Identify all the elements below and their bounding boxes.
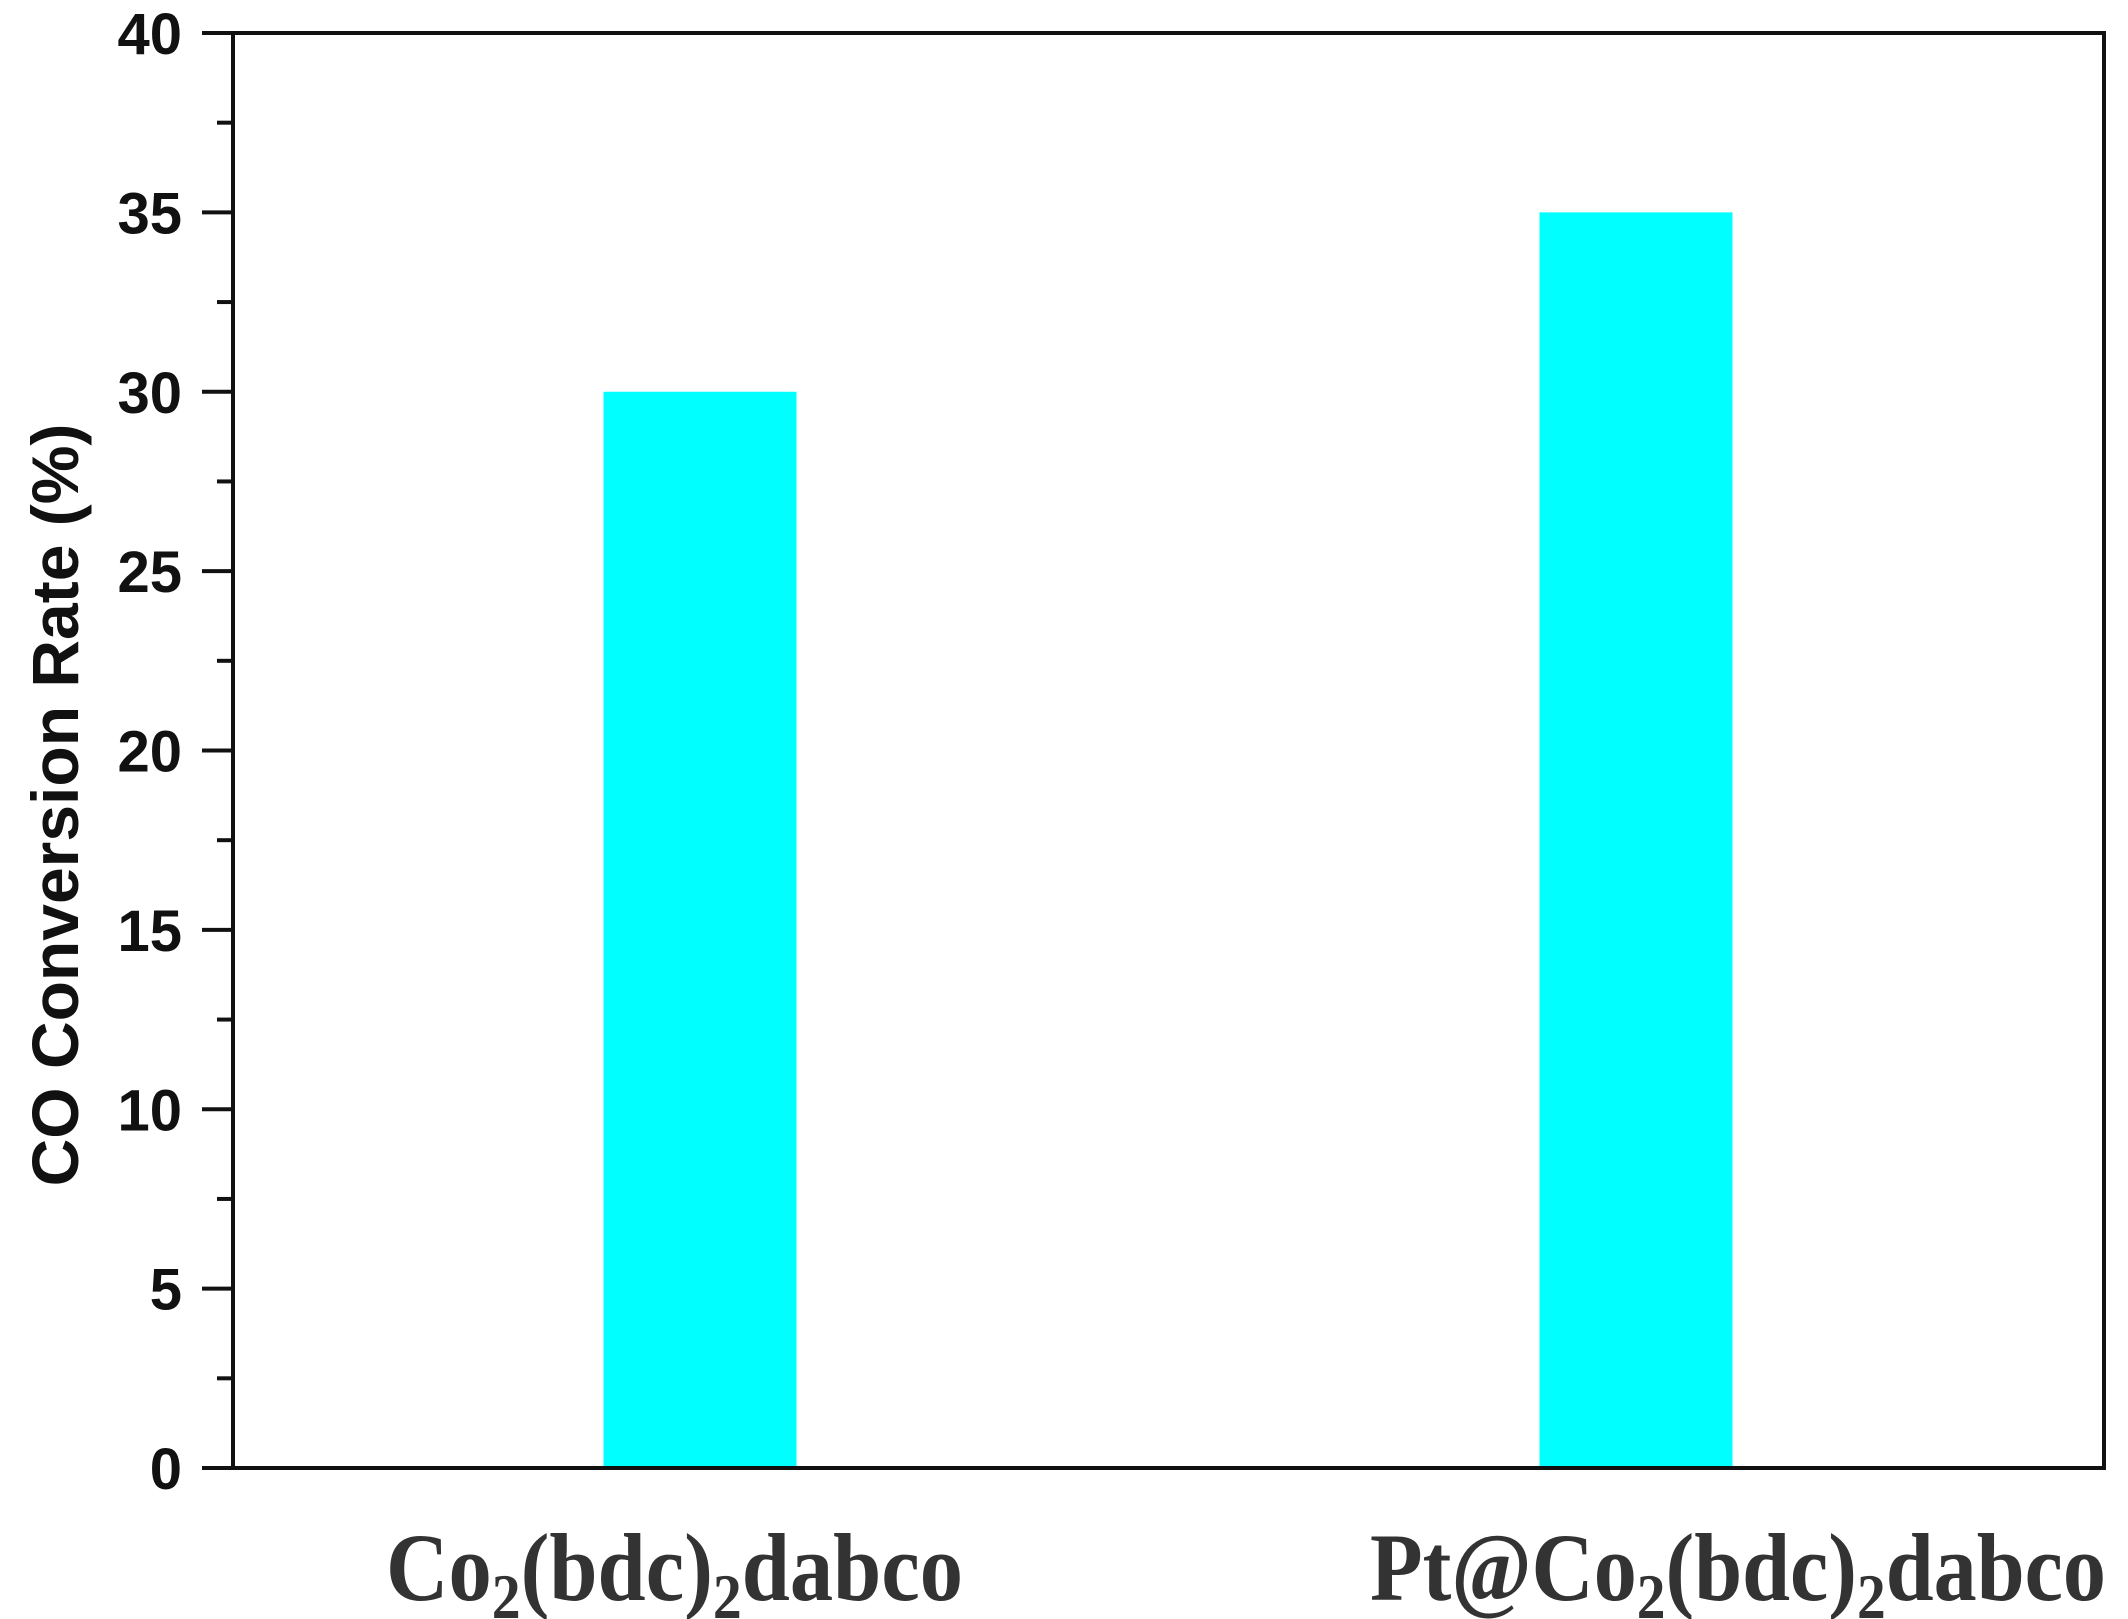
y-tick-label: 35 bbox=[117, 181, 182, 246]
y-axis-title: CO Conversion Rate (%) bbox=[18, 424, 92, 1187]
plot-frame bbox=[231, 31, 2106, 1470]
y-tick-label: 20 bbox=[117, 720, 182, 785]
bar-1 bbox=[603, 391, 797, 1468]
y-tick-labels-group: 0 5 10 15 20 25 30 35 40 bbox=[117, 2, 182, 1502]
x-category-labels: Co2(bdc)2dabco Pt@Co2(bdc)2dabco bbox=[386, 1514, 2106, 1619]
y-tick-label: 40 bbox=[117, 2, 182, 67]
y-tick-label: 30 bbox=[117, 361, 182, 426]
bar-2 bbox=[1539, 212, 1733, 1468]
y-tick-label: 15 bbox=[117, 899, 182, 964]
bars-group bbox=[603, 212, 1733, 1468]
y-tick-label: 0 bbox=[150, 1437, 182, 1502]
axes-group bbox=[231, 31, 2106, 1470]
y-ticks-group bbox=[202, 31, 233, 1470]
y-tick-label: 25 bbox=[117, 540, 182, 605]
x-category-label-2: Pt@Co2(bdc)2dabco bbox=[1370, 1514, 2106, 1619]
x-category-label-1: Co2(bdc)2dabco bbox=[386, 1514, 963, 1619]
y-tick-label: 10 bbox=[117, 1078, 182, 1143]
y-tick-label: 5 bbox=[150, 1258, 182, 1323]
